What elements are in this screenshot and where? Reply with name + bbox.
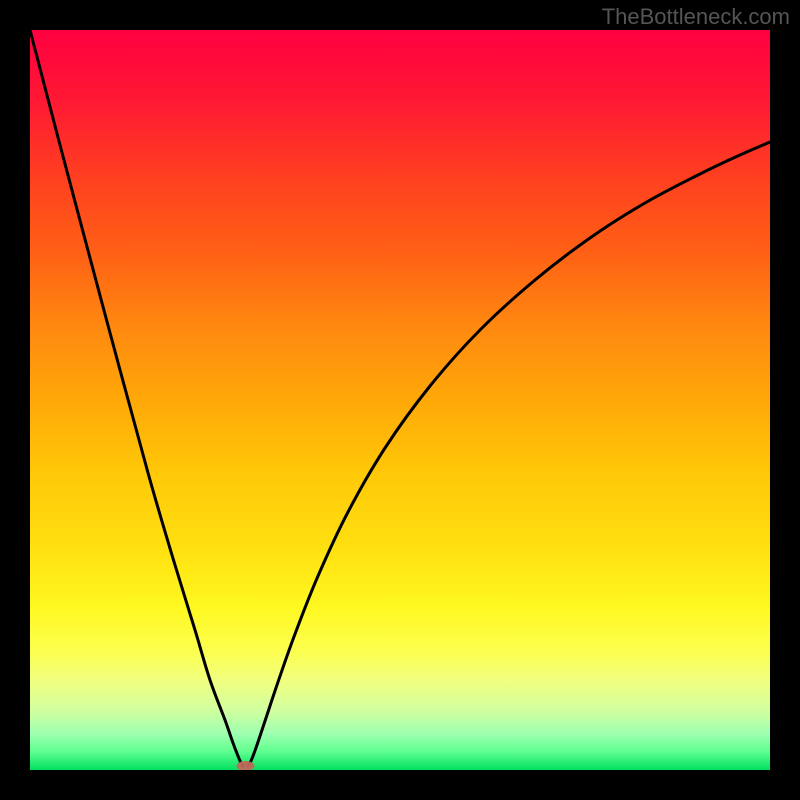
bottleneck-chart (0, 0, 800, 800)
cusp-marker (237, 761, 255, 771)
gradient-background (30, 30, 770, 770)
chart-container: TheBottleneck.com (0, 0, 800, 800)
watermark-text: TheBottleneck.com (602, 4, 790, 30)
